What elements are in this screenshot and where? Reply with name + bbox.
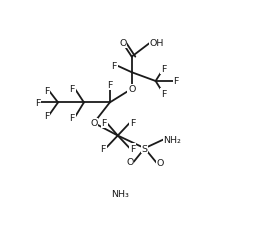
Text: O: O bbox=[128, 85, 135, 94]
Text: F: F bbox=[100, 144, 106, 153]
Text: F: F bbox=[44, 111, 49, 120]
Text: F: F bbox=[70, 85, 75, 94]
Text: F: F bbox=[161, 90, 166, 99]
Text: F: F bbox=[161, 65, 166, 74]
Text: F: F bbox=[173, 77, 179, 86]
Text: NH₃: NH₃ bbox=[111, 189, 129, 198]
Text: F: F bbox=[107, 81, 113, 90]
Text: O: O bbox=[119, 39, 126, 48]
Text: F: F bbox=[70, 113, 75, 122]
Text: F: F bbox=[44, 87, 49, 96]
Text: F: F bbox=[130, 144, 135, 153]
Text: O: O bbox=[90, 119, 98, 128]
Text: NH₂: NH₂ bbox=[164, 135, 181, 144]
Text: F: F bbox=[102, 119, 107, 128]
Text: F: F bbox=[130, 119, 135, 128]
Text: F: F bbox=[35, 99, 40, 108]
Text: O: O bbox=[157, 159, 164, 168]
Text: OH: OH bbox=[150, 39, 164, 48]
Text: O: O bbox=[126, 158, 134, 167]
Text: F: F bbox=[111, 62, 117, 71]
Text: S: S bbox=[142, 144, 148, 153]
